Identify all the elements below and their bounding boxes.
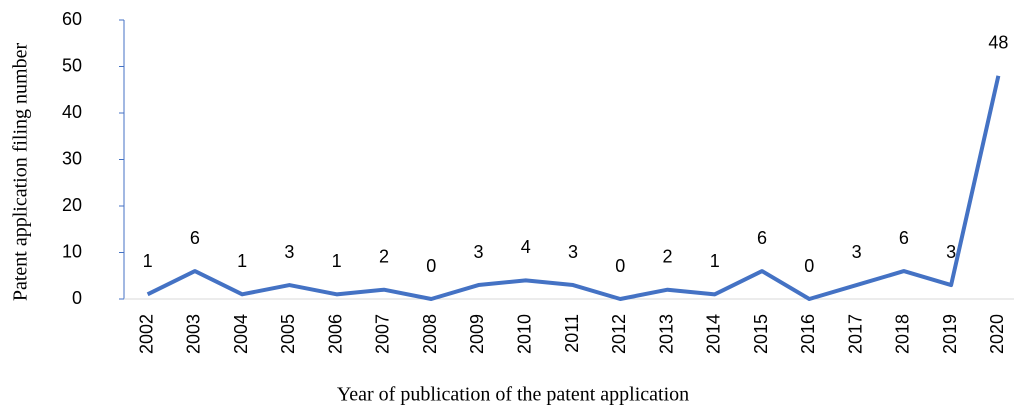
y-tick-label: 40 bbox=[62, 102, 82, 122]
y-tick-label: 30 bbox=[62, 148, 82, 168]
y-tick-label: 50 bbox=[62, 55, 82, 75]
data-label: 0 bbox=[804, 256, 814, 276]
y-axis-title: Patent application filing number bbox=[10, 43, 32, 302]
x-tick-label: 2003 bbox=[184, 314, 204, 354]
data-label: 0 bbox=[615, 256, 625, 276]
data-label: 3 bbox=[568, 242, 578, 262]
data-label: 2 bbox=[379, 246, 389, 266]
x-tick-label: 2014 bbox=[704, 314, 724, 354]
x-tick-label: 2013 bbox=[656, 314, 676, 354]
x-tick-label: 2007 bbox=[373, 314, 393, 354]
data-label: 0 bbox=[426, 256, 436, 276]
x-tick-label: 2020 bbox=[987, 314, 1007, 354]
data-label: 4 bbox=[521, 237, 531, 257]
data-label: 2 bbox=[663, 246, 673, 266]
y-tick-label: 20 bbox=[62, 195, 82, 215]
x-axis-title: Year of publication of the patent applic… bbox=[337, 384, 689, 406]
data-label: 3 bbox=[946, 242, 956, 262]
data-label: 3 bbox=[284, 242, 294, 262]
x-tick-label: 2019 bbox=[940, 314, 960, 354]
x-tick-label: 2010 bbox=[514, 314, 534, 354]
x-tick-label: 2009 bbox=[467, 314, 487, 354]
data-label: 6 bbox=[899, 228, 909, 248]
y-tick-label: 60 bbox=[62, 9, 82, 29]
data-label: 1 bbox=[143, 251, 153, 271]
data-label: 6 bbox=[190, 228, 200, 248]
x-tick-label: 2015 bbox=[751, 314, 771, 354]
data-label: 3 bbox=[852, 242, 862, 262]
y-tick-label: 10 bbox=[62, 241, 82, 261]
x-tick-label: 2016 bbox=[798, 314, 818, 354]
x-tick-label: 2005 bbox=[278, 314, 298, 354]
x-tick-label: 2004 bbox=[231, 314, 251, 354]
x-tick-label: 2018 bbox=[893, 314, 913, 354]
data-label: 1 bbox=[237, 251, 247, 271]
data-label: 1 bbox=[332, 251, 342, 271]
y-tick-label: 0 bbox=[72, 288, 82, 308]
x-tick-label: 2012 bbox=[609, 314, 629, 354]
data-label: 1 bbox=[710, 251, 720, 271]
data-label: 6 bbox=[757, 228, 767, 248]
data-label: 48 bbox=[988, 33, 1008, 53]
x-tick-label: 2002 bbox=[136, 314, 156, 354]
x-tick-label: 2017 bbox=[845, 314, 865, 354]
line bbox=[146, 75, 1001, 301]
x-tick-label: 2006 bbox=[325, 314, 345, 354]
data-label: 3 bbox=[473, 242, 483, 262]
x-tick-label: 2008 bbox=[420, 314, 440, 354]
x-tick-label: 2011 bbox=[562, 314, 582, 353]
